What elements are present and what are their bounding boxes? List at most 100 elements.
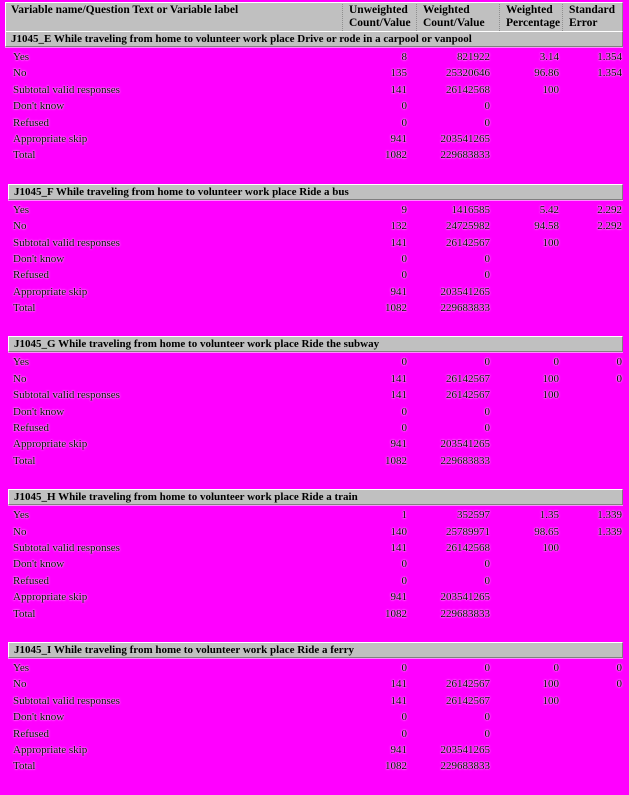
table-row: Subtotal valid responses 141 26142567 10… xyxy=(5,693,623,709)
cell-weighted-percentage: 100 xyxy=(542,389,560,402)
cell-weighted-count: 0 xyxy=(484,100,491,113)
cell-weighted-count: 0 xyxy=(484,405,491,418)
cell-weighted-count: 26142567 xyxy=(446,389,490,402)
row-label: Total xyxy=(13,454,36,467)
cell-weighted-percentage xyxy=(500,709,563,725)
section-title: J1045_F While traveling from home to vol… xyxy=(14,185,349,198)
row-label: Total xyxy=(13,760,36,773)
section-title-bar: J1045_G While traveling from home to vol… xyxy=(8,336,623,353)
row-label: Total xyxy=(13,149,36,162)
row-label: Appropriate skip xyxy=(13,285,88,298)
cell-standard-error: 0 xyxy=(616,678,623,691)
cell-unweighted-count: 0 xyxy=(401,269,408,282)
variable-section: J1045_H While traveling from home to vol… xyxy=(5,489,623,622)
row-label: Yes xyxy=(13,509,30,522)
cell-weighted-count: 229683833 xyxy=(440,760,491,773)
table-row: Subtotal valid responses 141 26142567 10… xyxy=(5,387,623,403)
column-header-variable: Variable name/Question Text or Variable … xyxy=(6,4,342,31)
cell-weighted-percentage: 5.42 xyxy=(539,203,559,216)
cell-weighted-count: 0 xyxy=(484,356,491,369)
cell-weighted-count: 0 xyxy=(484,116,491,129)
cell-unweighted-count: 1082 xyxy=(385,149,407,162)
table-row: Appropriate skip 941 203541265 xyxy=(5,131,623,147)
column-header-line: Weighted xyxy=(423,4,470,16)
cell-unweighted-count: 1082 xyxy=(385,454,407,467)
cell-standard-error xyxy=(563,420,623,436)
cell-standard-error xyxy=(563,540,623,556)
cell-unweighted-count: 0 xyxy=(401,356,408,369)
variable-section: J1045_G While traveling from home to vol… xyxy=(5,336,623,469)
cell-unweighted-count: 0 xyxy=(401,405,408,418)
cell-weighted-count: 0 xyxy=(484,574,491,587)
table-row: Refused 0 0 xyxy=(5,573,623,589)
column-header-line: Count/Value xyxy=(349,17,411,29)
row-label: No xyxy=(13,678,27,691)
cell-unweighted-count: 1082 xyxy=(385,760,407,773)
table-row: Refused 0 0 xyxy=(5,115,623,131)
cell-weighted-percentage xyxy=(500,742,563,758)
row-label: Yes xyxy=(13,661,30,674)
cell-unweighted-count: 1 xyxy=(401,509,408,522)
cell-weighted-count: 203541265 xyxy=(440,743,491,756)
cell-unweighted-count: 0 xyxy=(401,100,408,113)
row-label: Total xyxy=(13,302,36,315)
cell-unweighted-count: 140 xyxy=(390,525,408,538)
cell-standard-error xyxy=(563,606,623,622)
cell-standard-error xyxy=(563,147,623,163)
table-row: No 135 25320646 96.86 1.354 xyxy=(5,65,623,81)
table-row: Don't know 0 0 xyxy=(5,709,623,725)
cell-standard-error xyxy=(563,300,623,316)
table-row: Don't know 0 0 xyxy=(5,251,623,267)
table-row: Refused 0 0 xyxy=(5,267,623,283)
column-header-unweighted-count: Unweighted Count/Value xyxy=(342,4,416,31)
column-header-line: Error xyxy=(569,17,598,29)
cell-weighted-percentage xyxy=(500,115,563,131)
row-label: Subtotal valid responses xyxy=(13,236,120,249)
table-row: Subtotal valid responses 141 26142567 10… xyxy=(5,235,623,251)
row-label: Don't know xyxy=(13,405,65,418)
table-row: Appropriate skip 941 203541265 xyxy=(5,436,623,452)
row-label: Yes xyxy=(13,51,30,63)
table-row: Subtotal valid responses 141 26142568 10… xyxy=(5,82,623,98)
cell-weighted-count: 229683833 xyxy=(440,302,491,315)
cell-unweighted-count: 8 xyxy=(401,51,408,63)
cell-weighted-percentage: 3.14 xyxy=(539,51,559,63)
section-title: J1045_E While traveling from home to vol… xyxy=(11,33,472,45)
cell-weighted-count: 1416585 xyxy=(451,203,491,216)
cell-unweighted-count: 141 xyxy=(390,83,408,96)
cell-standard-error xyxy=(563,267,623,283)
section-title-bar: J1045_H While traveling from home to vol… xyxy=(8,489,623,506)
table-row: Total 1082 229683833 xyxy=(5,758,623,774)
cell-unweighted-count: 135 xyxy=(390,67,408,80)
column-header-line: Unweighted xyxy=(349,4,408,16)
cell-weighted-count: 203541265 xyxy=(440,132,491,145)
cell-unweighted-count: 0 xyxy=(401,711,408,724)
cell-weighted-percentage: 96.86 xyxy=(534,67,559,80)
cell-unweighted-count: 0 xyxy=(401,116,408,129)
cell-unweighted-count: 0 xyxy=(401,661,408,674)
section-rows: Yes 0 0 0 0 No 141 26142567 100 0 Subtot… xyxy=(5,352,623,469)
cell-weighted-count: 0 xyxy=(484,727,491,740)
section-rows: Yes 8 821922 3.14 1.354 No 135 25320646 … xyxy=(5,47,623,164)
cell-weighted-percentage xyxy=(500,573,563,589)
cell-weighted-percentage xyxy=(500,284,563,300)
row-label: Appropriate skip xyxy=(13,438,88,451)
cell-unweighted-count: 0 xyxy=(401,422,408,435)
table-row: Don't know 0 0 xyxy=(5,404,623,420)
cell-weighted-percentage: 100 xyxy=(542,83,560,96)
row-label: Refused xyxy=(13,116,50,129)
section-title: J1045_H While traveling from home to vol… xyxy=(14,491,358,504)
cell-weighted-percentage xyxy=(500,556,563,572)
table-row: No 140 25789971 98.65 1.339 xyxy=(5,524,623,540)
table-row: Don't know 0 0 xyxy=(5,556,623,572)
cell-unweighted-count: 132 xyxy=(390,220,408,233)
row-label: Don't know xyxy=(13,252,65,265)
cell-weighted-count: 0 xyxy=(484,252,491,265)
table-row: Refused 0 0 xyxy=(5,420,623,436)
column-header-line: Weighted xyxy=(506,4,553,16)
cell-weighted-count: 821922 xyxy=(457,51,490,63)
row-label: Refused xyxy=(13,574,50,587)
cell-unweighted-count: 941 xyxy=(390,591,408,604)
table-row: Refused 0 0 xyxy=(5,726,623,742)
cell-weighted-count: 26142568 xyxy=(446,83,490,96)
